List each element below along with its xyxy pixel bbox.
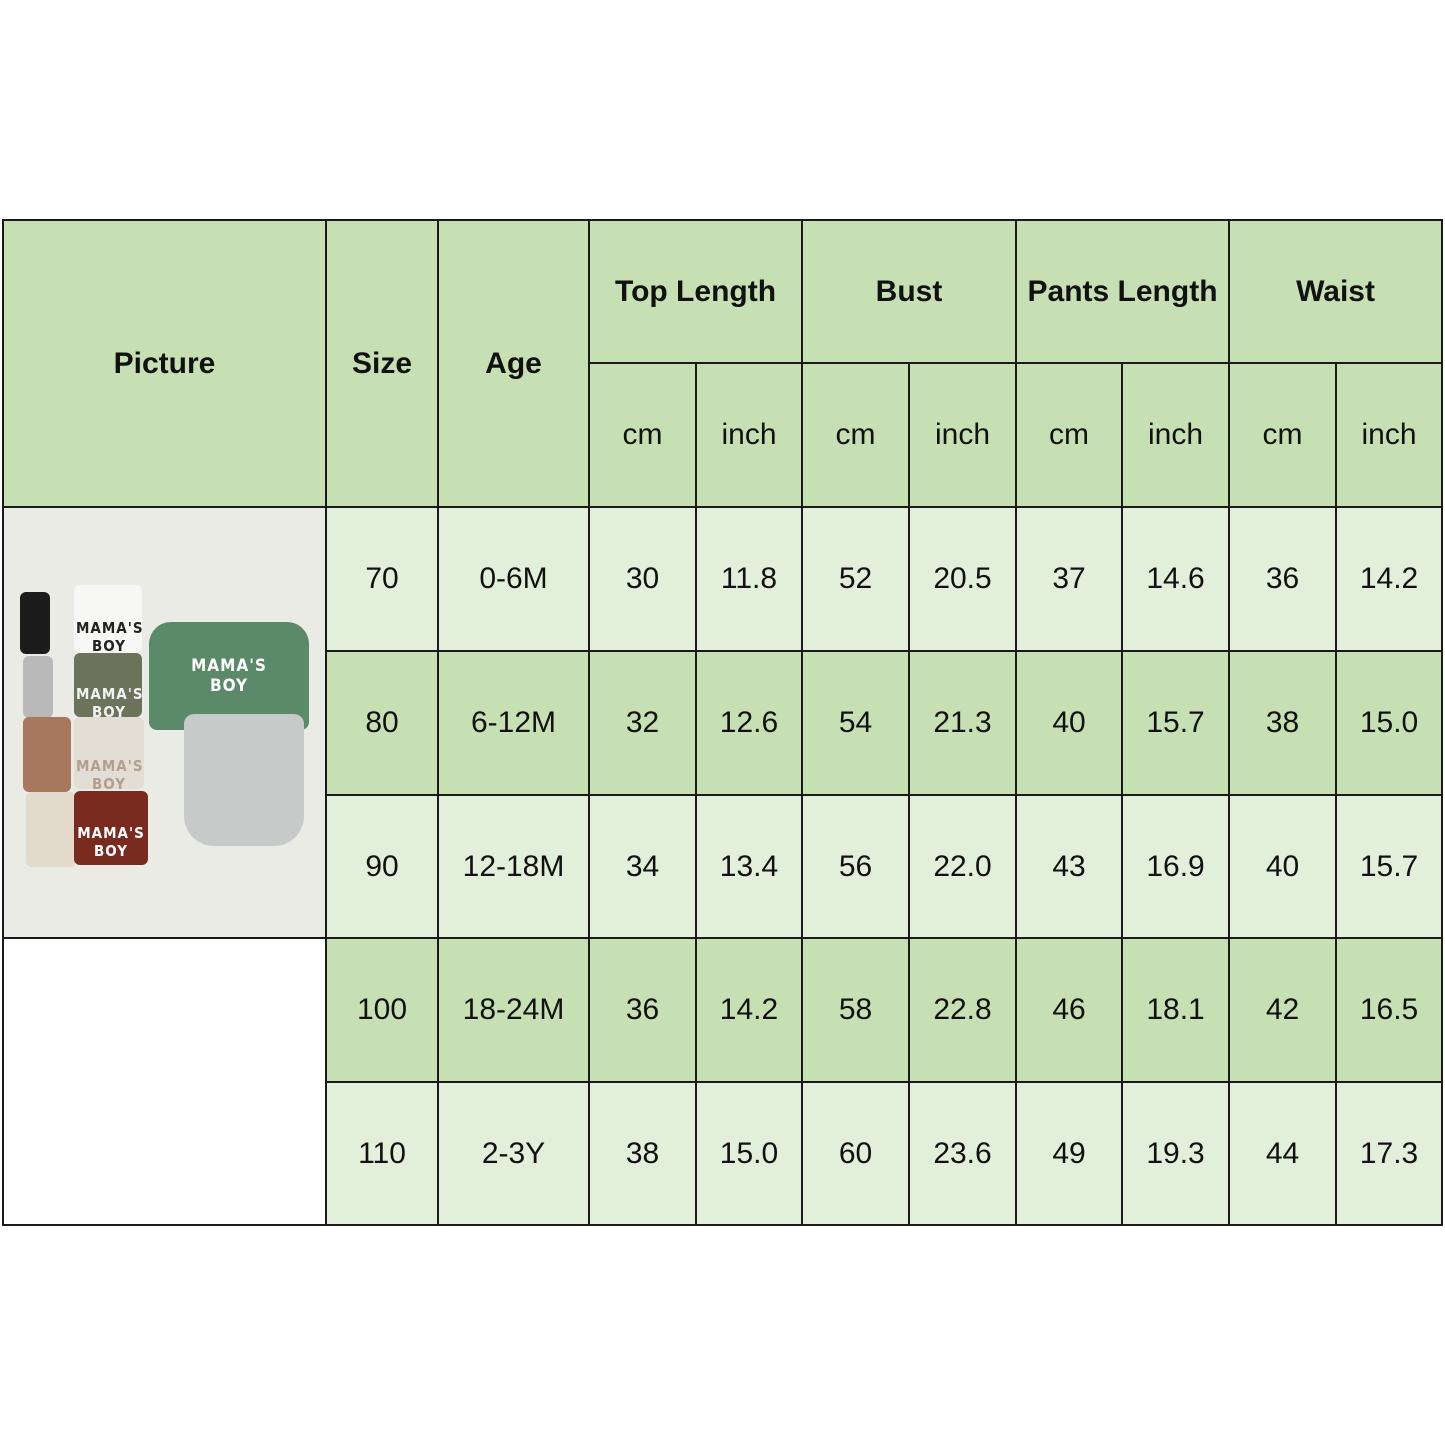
cell-size: 70 xyxy=(325,506,439,652)
unit-cm: cm xyxy=(1228,362,1338,508)
empty-picture-cell xyxy=(2,937,327,1226)
cell-value: 38 xyxy=(588,1081,697,1226)
olive-sweatshirt-image xyxy=(74,652,142,717)
cell-value: 46 xyxy=(1015,937,1124,1083)
cell-value: 40 xyxy=(1228,794,1338,939)
cell-value: 13.4 xyxy=(695,794,803,939)
cell-value: 36 xyxy=(1228,506,1338,652)
black-pants-image xyxy=(20,591,50,654)
cell-value: 44 xyxy=(1228,1081,1338,1226)
cell-value: 32 xyxy=(588,650,697,796)
cell-value: 30 xyxy=(588,506,697,652)
cell-value: 54 xyxy=(801,650,910,796)
cell-value: 23.6 xyxy=(907,1081,1018,1226)
green-sweatshirt-image xyxy=(149,621,309,730)
cell-value: 19.3 xyxy=(1121,1081,1231,1226)
unit-cm: cm xyxy=(588,362,697,508)
cell-value: 17.3 xyxy=(1335,1081,1444,1226)
cell-value: 14.2 xyxy=(695,937,803,1083)
grey-pants-image xyxy=(23,655,53,718)
header-age: Age xyxy=(437,219,590,508)
product-picture-cell: MAMA'S BOY MAMA'S BOY MAMA'S BOY MAMA'S BOY … xyxy=(2,506,327,939)
grey-joggers-image xyxy=(184,713,304,846)
sweatshirt-print: MAMA'S BOY xyxy=(77,823,145,860)
cell-value: 21.3 xyxy=(907,650,1018,796)
cell-value: 18.1 xyxy=(1121,937,1231,1083)
cell-value: 11.8 xyxy=(695,506,803,652)
unit-inch: inch xyxy=(907,362,1018,508)
table-row: 110 2-3Y 38 15.0 60 23.6 49 19.3 44 17.3 xyxy=(3,1081,1444,1226)
cell-value: 34 xyxy=(588,794,697,939)
cell-value: 37 xyxy=(1015,506,1124,652)
header-pants-length: Pants Length xyxy=(1015,219,1231,364)
cell-age: 18-24M xyxy=(437,937,590,1083)
white-sweatshirt-image xyxy=(74,584,142,653)
cell-value: 16.5 xyxy=(1335,937,1444,1083)
cell-age: 0-6M xyxy=(437,506,590,652)
cell-size: 100 xyxy=(325,937,439,1083)
sweatshirt-print: MAMA'S BOY xyxy=(76,756,144,793)
header-picture: Picture xyxy=(2,219,327,508)
table-row: 100 18-24M 36 14.2 58 22.8 46 18.1 42 16… xyxy=(2,937,1444,1226)
cell-size: 80 xyxy=(325,650,439,796)
cell-value: 14.2 xyxy=(1335,506,1444,652)
unit-inch: inch xyxy=(1121,362,1231,508)
header-row-units: cm inch cm inch cm inch cm inch xyxy=(3,362,1444,508)
header-waist: Waist xyxy=(1228,219,1444,364)
cell-size: 90 xyxy=(325,794,439,939)
beige-sweatshirt-image xyxy=(74,716,144,789)
header-size: Size xyxy=(325,219,439,508)
cell-value: 58 xyxy=(801,937,910,1083)
table-row: 80 6-12M 32 12.6 54 21.3 40 15.7 38 15.0 xyxy=(3,650,1444,796)
unit-cm: cm xyxy=(801,362,910,508)
cell-value: 15.0 xyxy=(1335,650,1444,796)
cell-value: 43 xyxy=(1015,794,1124,939)
cell-value: 14.6 xyxy=(1121,506,1231,652)
header-row-groups: Picture Size Age Top Length Bust Pants L… xyxy=(2,219,1444,508)
sweatshirt-print: MAMA'S BOY xyxy=(76,684,144,721)
table-row: 90 12-18M 34 13.4 56 22.0 43 16.9 40 15.… xyxy=(3,794,1444,939)
cell-age: 12-18M xyxy=(437,794,590,939)
cell-value: 40 xyxy=(1015,650,1124,796)
cell-value: 60 xyxy=(801,1081,910,1226)
cell-age: 2-3Y xyxy=(437,1081,590,1226)
cell-value: 38 xyxy=(1228,650,1338,796)
unit-cm: cm xyxy=(1015,362,1124,508)
unit-inch: inch xyxy=(695,362,803,508)
header-top-length: Top Length xyxy=(588,219,803,364)
unit-inch: inch xyxy=(1335,362,1444,508)
cell-value: 12.6 xyxy=(695,650,803,796)
product-photo: MAMA'S BOY MAMA'S BOY MAMA'S BOY MAMA'S BOY … xyxy=(5,509,324,936)
size-chart-table: Picture Size Age Top Length Bust Pants L… xyxy=(2,219,1444,1226)
cell-value: 52 xyxy=(801,506,910,652)
cell-value: 56 xyxy=(801,794,910,939)
cell-value: 15.0 xyxy=(695,1081,803,1226)
cell-size: 110 xyxy=(325,1081,439,1226)
header-bust: Bust xyxy=(800,219,1018,364)
cell-age: 6-12M xyxy=(437,650,590,796)
cell-value: 22.8 xyxy=(907,937,1018,1083)
rust-sweatshirt-image xyxy=(74,790,148,865)
brown-pants-image xyxy=(23,716,71,792)
cell-value: 15.7 xyxy=(1335,794,1444,939)
cell-value: 22.0 xyxy=(907,794,1018,939)
cell-value: 49 xyxy=(1015,1081,1124,1226)
sweatshirt-print: MAMA'S BOY xyxy=(76,618,144,655)
table-row: MAMA'S BOY MAMA'S BOY MAMA'S BOY MAMA'S BOY … xyxy=(2,506,1444,939)
cell-value: 16.9 xyxy=(1121,794,1231,939)
sweatshirt-print: MAMA'S BOY xyxy=(191,655,267,696)
cell-value: 20.5 xyxy=(907,506,1018,652)
cell-value: 15.7 xyxy=(1121,650,1231,796)
cream-pants-image xyxy=(26,791,76,867)
cell-value: 36 xyxy=(588,937,697,1083)
cell-value: 42 xyxy=(1228,937,1338,1083)
